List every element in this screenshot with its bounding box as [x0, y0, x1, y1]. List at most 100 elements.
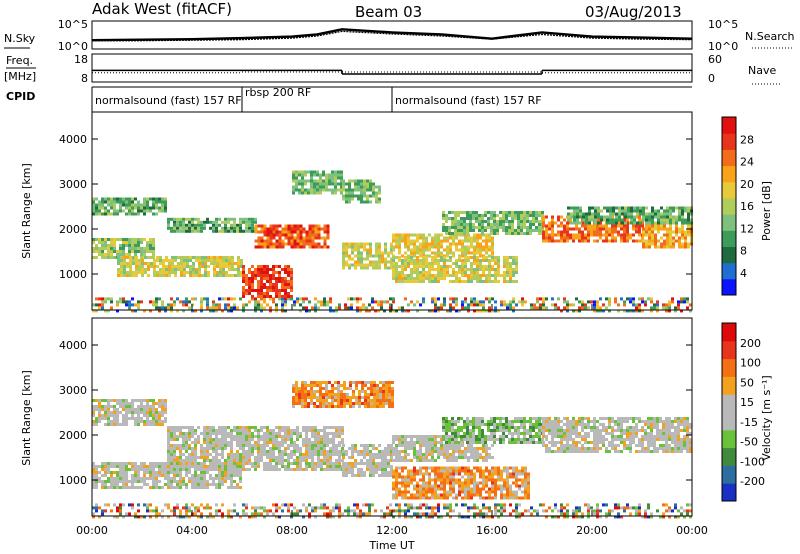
heatmap-cell	[374, 300, 377, 304]
heatmap-cell	[407, 503, 410, 507]
heatmap-cell	[182, 477, 185, 480]
heatmap-cell	[203, 447, 206, 450]
heatmap-cell	[452, 274, 455, 277]
heatmap-cell	[648, 230, 651, 234]
heatmap-cell	[680, 512, 683, 516]
heatmap-cell	[251, 462, 254, 465]
heatmap-cell	[104, 480, 107, 483]
heatmap-cell	[442, 226, 445, 229]
heatmap-cell	[152, 238, 155, 241]
heatmap-cell	[490, 211, 493, 214]
heatmap-cell	[657, 215, 660, 219]
heatmap-cell	[611, 239, 614, 243]
heatmap-cell	[512, 271, 515, 274]
heatmap-cell	[533, 306, 536, 310]
heatmap-cell	[404, 265, 407, 268]
heatmap-cell	[460, 232, 463, 235]
heatmap-cell	[254, 462, 257, 465]
heatmap-cell	[116, 420, 119, 423]
heatmap-cell	[110, 465, 113, 468]
heatmap-cell	[143, 200, 146, 204]
heatmap-cell	[575, 233, 578, 237]
heatmap-cell	[284, 309, 287, 313]
heatmap-cell	[452, 509, 455, 513]
heatmap-cell	[341, 447, 344, 450]
heatmap-cell	[572, 303, 575, 307]
heatmap-cell	[419, 515, 422, 519]
heatmap-cell	[448, 229, 451, 232]
heatmap-cell	[660, 215, 663, 219]
heatmap-cell	[98, 399, 101, 402]
heatmap-cell	[269, 286, 272, 289]
heatmap-cell	[188, 217, 191, 221]
heatmap-cell	[185, 303, 188, 307]
heatmap-cell	[542, 215, 545, 219]
heatmap-cell	[466, 229, 469, 232]
heatmap-cell	[458, 271, 461, 274]
heatmap-cell	[170, 450, 173, 453]
heatmap-cell	[254, 217, 257, 221]
heatmap-cell	[140, 300, 143, 304]
heatmap-cell	[189, 268, 192, 271]
heatmap-cell	[305, 426, 308, 429]
heatmap-cell	[179, 483, 182, 486]
heatmap-cell	[332, 515, 335, 519]
heatmap-cell	[251, 447, 254, 450]
heatmap-cell	[215, 429, 218, 432]
heatmap-cell	[122, 465, 125, 468]
heatmap-cell	[343, 396, 346, 399]
heatmap-cell	[669, 218, 672, 222]
heatmap-cell	[197, 509, 200, 513]
heatmap-cell	[278, 453, 281, 456]
heatmap-cell	[260, 239, 264, 243]
heatmap-cell	[323, 224, 327, 228]
heatmap-cell	[197, 226, 200, 230]
heatmap-cell	[104, 417, 107, 420]
heatmap-cell	[257, 242, 261, 246]
heatmap-cell	[335, 432, 338, 435]
heatmap-cell	[425, 239, 428, 243]
heatmap-cell	[302, 515, 305, 519]
heatmap-cell	[482, 503, 485, 507]
heatmap-cell	[331, 405, 334, 408]
heatmap-cell	[272, 265, 275, 268]
heatmap-cell	[194, 506, 197, 510]
heatmap-cell	[563, 515, 566, 519]
heatmap-cell	[467, 306, 470, 310]
heatmap-cell	[623, 218, 626, 222]
heatmap-cell	[425, 248, 428, 252]
heatmap-cell	[245, 223, 248, 227]
heatmap-cell	[101, 509, 104, 513]
heatmap-cell	[449, 248, 452, 252]
heatmap-cell	[503, 262, 506, 265]
heatmap-cell	[260, 280, 263, 283]
heatmap-cell	[245, 217, 248, 221]
heatmap-cell	[680, 300, 683, 304]
heatmap-cell	[428, 512, 431, 516]
heatmap-cell	[419, 242, 422, 246]
heatmap-cell	[431, 274, 434, 277]
heatmap-cell	[316, 188, 319, 192]
heatmap-cell	[257, 268, 260, 271]
heatmap-cell	[281, 429, 284, 432]
heatmap-cell	[191, 309, 194, 313]
heatmap-cell	[638, 218, 641, 222]
heatmap-cell	[392, 515, 395, 519]
heatmap-cell	[233, 453, 236, 456]
heatmap-cell	[445, 220, 448, 223]
heatmap-cell	[215, 465, 218, 468]
heatmap-cell	[455, 262, 458, 265]
heatmap-cell	[146, 247, 149, 250]
heatmap-cell	[545, 297, 548, 301]
heatmap-cell	[125, 465, 128, 468]
heatmap-cell	[146, 244, 149, 247]
heatmap-cell	[164, 209, 167, 213]
heatmap-cell	[182, 453, 185, 456]
heatmap-cell	[218, 509, 221, 513]
heatmap-cell	[332, 447, 335, 450]
heatmap-cell	[167, 453, 170, 456]
heatmap-cell	[603, 206, 606, 210]
heatmap-cell	[131, 238, 134, 241]
heatmap-cell	[140, 241, 143, 244]
heatmap-cell	[290, 289, 293, 292]
